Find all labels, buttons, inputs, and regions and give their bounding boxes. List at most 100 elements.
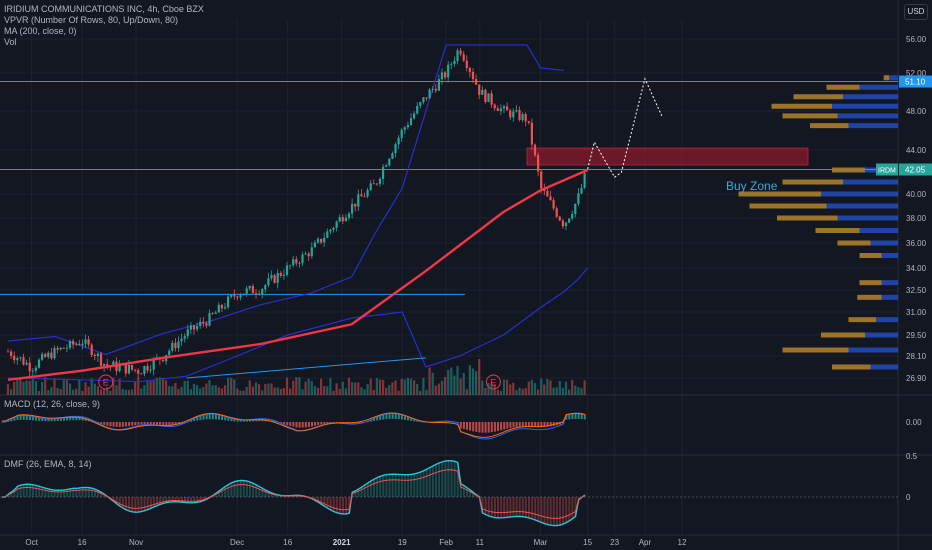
volume-bar — [450, 367, 453, 395]
vp-up-bar — [832, 364, 871, 370]
macd-hist-bar — [419, 421, 422, 423]
candle-body — [406, 125, 409, 128]
macd-hist-bar — [397, 413, 400, 420]
signal-line — [2, 412, 585, 438]
macd-hist-bar — [388, 413, 391, 419]
macd-hist-bar — [38, 417, 41, 421]
candle-body — [394, 144, 397, 154]
candle-body — [211, 313, 214, 314]
macd-hist-bar — [245, 419, 248, 422]
volume-bar — [363, 389, 366, 395]
macd-hist-bar — [25, 415, 28, 420]
candle-body — [258, 293, 261, 295]
volume-bar — [276, 387, 279, 395]
dmf-legend[interactable]: DMF (26, EMA, 8, 14) — [4, 459, 92, 469]
volume-bar — [87, 386, 90, 395]
macd-hist-bar — [41, 418, 44, 422]
volume-bar — [149, 381, 152, 395]
macd-legend[interactable]: MACD (12, 26, close, 9) — [4, 399, 101, 409]
candle-body — [369, 183, 372, 190]
volume-bar — [369, 378, 372, 395]
resistance-price-tag — [899, 75, 932, 88]
macd-hist-bar — [32, 416, 34, 421]
volume-bar — [196, 385, 199, 395]
legend-vpvr[interactable]: VPVR (Number Of Rows, 80, Up/Down, 80) — [4, 15, 179, 25]
macd-hist-bar — [100, 422, 103, 425]
macd-hist-bar — [373, 418, 375, 422]
dmf-y-tick-top: 0.5 — [906, 452, 918, 461]
candle-body — [354, 203, 357, 207]
candle-body — [338, 217, 341, 222]
volume-bar — [186, 380, 189, 395]
macd-hist-bar — [134, 422, 137, 426]
macd-hist-bar — [252, 419, 255, 422]
volume-bar — [279, 389, 282, 395]
volume-bar — [413, 380, 416, 395]
x-tick-label-4: 16 — [283, 538, 292, 547]
macd-hist-bar — [382, 414, 385, 420]
volume-bar — [75, 388, 78, 395]
x-tick-label-0: Oct — [25, 538, 38, 547]
candle-body — [84, 339, 87, 344]
volume-bar — [174, 383, 177, 395]
vp-up-bar — [782, 179, 843, 185]
candle-body — [316, 238, 320, 243]
candle-body — [484, 89, 487, 102]
candle-body — [161, 359, 165, 362]
candle-body — [282, 274, 285, 276]
macd-hist-bar — [56, 418, 59, 422]
volume-bar — [304, 381, 307, 395]
volume-profile — [738, 75, 898, 370]
volume-bar — [422, 378, 425, 395]
candle-body — [468, 68, 471, 72]
candle-body — [227, 296, 230, 308]
volume-bar — [354, 382, 357, 395]
macd-hist-bar — [484, 422, 487, 433]
current-price-label: 42.05 — [905, 166, 926, 175]
candle-body — [41, 354, 44, 360]
macd-hist-bar — [227, 417, 230, 421]
volume-bar — [270, 383, 273, 395]
candle-body — [199, 321, 202, 327]
macd-hist-bar — [487, 422, 490, 433]
vp-down-bar — [889, 75, 898, 81]
vp-down-bar — [837, 113, 898, 119]
volume-bar — [137, 378, 140, 395]
vp-up-bar — [883, 75, 890, 81]
vp-down-bar — [859, 228, 898, 233]
macd-y-tick: 0.00 — [906, 418, 922, 427]
candle-body — [53, 347, 56, 359]
currency-button[interactable]: USD — [904, 4, 928, 20]
vp-down-bar — [832, 103, 898, 109]
macd-hist-bar — [317, 422, 320, 426]
text-labels: Buy Zone — [726, 179, 778, 193]
macd-hist-bar — [404, 415, 406, 420]
macd-hist-bar — [565, 415, 568, 420]
volume-bar — [524, 388, 527, 395]
candle-body — [481, 89, 484, 95]
candle-body — [509, 110, 512, 118]
candle-body — [16, 358, 19, 361]
dmf-pane — [2, 460, 586, 527]
volume-bar — [217, 387, 220, 395]
vp-up-bar — [782, 113, 838, 119]
volume-bar — [106, 387, 109, 395]
macd-pane — [1, 412, 586, 440]
macd-hist-bar — [230, 418, 233, 422]
legend-vol[interactable]: Vol — [4, 37, 17, 47]
volume-bar — [326, 386, 329, 395]
volume-bar — [59, 389, 62, 395]
macd-hist-bar — [472, 422, 475, 432]
macd-hist-bar — [301, 422, 304, 428]
volume-bar — [403, 379, 406, 395]
volume-bar — [44, 377, 47, 395]
macd-hist-bar — [537, 422, 540, 428]
resistance-price-label: 51.10 — [905, 78, 926, 87]
volume-bar — [409, 378, 413, 395]
candle-body — [459, 50, 462, 55]
volume-bar — [155, 377, 158, 395]
legend-ma[interactable]: MA (200, close, 0) — [4, 26, 77, 36]
candle-body — [357, 194, 360, 207]
